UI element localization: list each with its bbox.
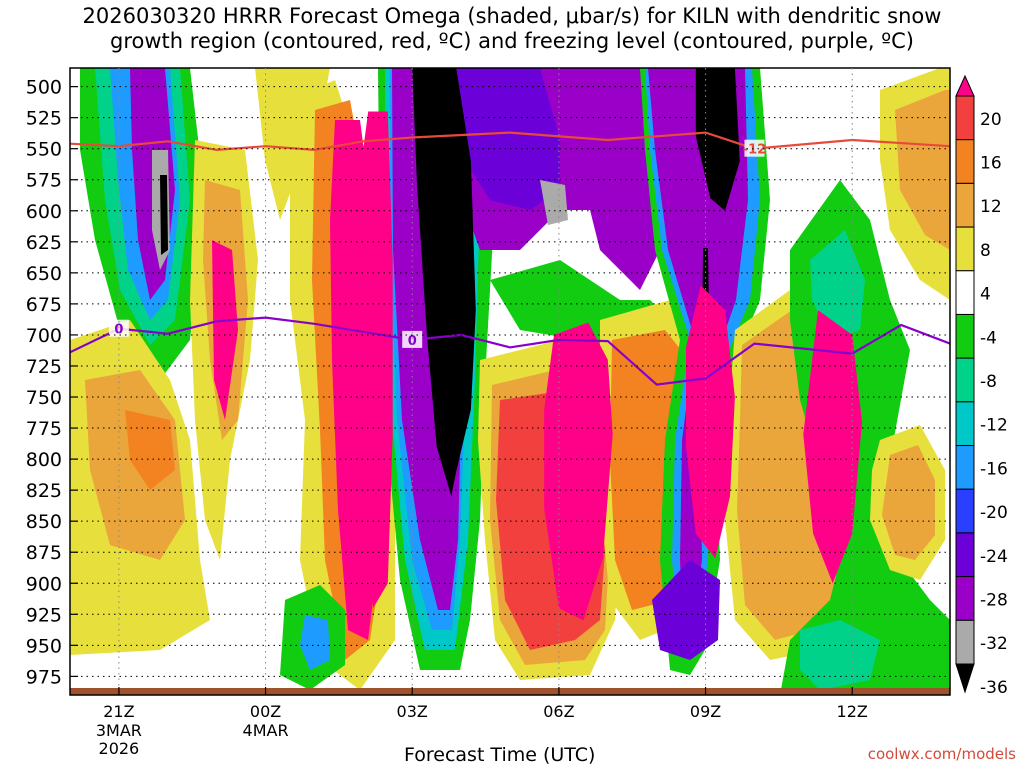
colorbar-label--8: -8: [980, 372, 997, 392]
omega-region-downdraft-core: [412, 68, 476, 497]
plot-frame: [69, 67, 951, 696]
x-tick-label-21Z: 21Z: [103, 702, 134, 721]
source-watermark: coolwx.com/models: [867, 745, 1016, 763]
y-tick-label-650: 650: [26, 263, 62, 285]
y-tick-label-525: 525: [26, 108, 62, 130]
y-tick-label-850: 850: [26, 511, 62, 533]
x-tick-label-03Z: 03Z: [397, 702, 428, 721]
y-tick-label-775: 775: [26, 418, 62, 440]
freezing-level-contour: [70, 316, 950, 386]
freezing-level-contour-label-bg: [108, 319, 129, 337]
colorbar-label--16: -16: [980, 459, 1008, 479]
x-tick-sublabel-3MAR: 3MAR: [96, 721, 142, 740]
colorbar-label--32: -32: [980, 634, 1008, 654]
colorbar-bin-9: [955, 488, 975, 534]
x-tick-label-12Z: 12Z: [837, 702, 868, 721]
y-tick-label-575: 575: [26, 170, 62, 192]
magenta-band-2: [212, 240, 238, 420]
chart-title-line-1: 2026030320 HRRR Forecast Omega (shaded, …: [82, 4, 942, 28]
freezing-level-contour-label: 0: [114, 323, 123, 338]
colorbar-label--20: -20: [980, 503, 1008, 523]
colorbar-label-4: 4: [980, 285, 991, 305]
y-tick-label-750: 750: [26, 387, 62, 409]
y-tick-label-550: 550: [26, 139, 62, 161]
red-lobe-left: [125, 410, 175, 490]
x-tick-label-09Z: 09Z: [690, 702, 721, 721]
y-tick-label-600: 600: [26, 201, 62, 223]
gray-upper-right: [540, 180, 568, 225]
colorbar-bottom-arrow: [955, 663, 975, 694]
ground-strip: [70, 688, 950, 695]
x-tick-label-06Z: 06Z: [543, 702, 574, 721]
freezing-level-contour-label: 0: [408, 334, 417, 349]
purple-low-right: [652, 560, 720, 660]
colorbar-bin-1: [955, 139, 975, 184]
y-tick-label-800: 800: [26, 449, 62, 471]
omega-region-downdraft-core-2: [695, 68, 740, 211]
y-tick-label-700: 700: [26, 325, 62, 347]
colorbar-bin-6: [955, 357, 975, 403]
x-tick-label-00Z: 00Z: [250, 702, 281, 721]
y-tick-label-950: 950: [26, 635, 62, 657]
y-tick-label-625: 625: [26, 232, 62, 254]
x-axis-title: Forecast Time (UTC): [404, 744, 596, 766]
colorbar-label--4: -4: [980, 328, 997, 348]
y-tick-label-900: 900: [26, 573, 62, 595]
colorbar-label--28: -28: [980, 590, 1008, 610]
orange-corner-top-right: [895, 90, 950, 250]
colorbar-bin-8: [955, 445, 975, 490]
y-tick-label-925: 925: [26, 604, 62, 626]
omega-region-updraft-core-1: [544, 322, 613, 621]
colorbar-bin-10: [955, 532, 975, 578]
colorbar-label-8: 8: [980, 241, 991, 261]
black-core-left: [160, 175, 168, 255]
colorbar-label-12: 12: [980, 197, 1002, 217]
colorbar-label--12: -12: [980, 416, 1008, 436]
colorbar-bin-3: [955, 226, 975, 272]
y-tick-label-875: 875: [26, 542, 62, 564]
colorbar-bin-2: [955, 182, 975, 228]
y-tick-label-500: 500: [26, 77, 62, 99]
x-tick-sublabel-4MAR: 4MAR: [243, 721, 289, 740]
colorbar-label-16: 16: [980, 154, 1002, 174]
colorbar-bin-4: [955, 270, 975, 315]
snow-growth-contour-label: -12: [743, 143, 767, 158]
blue-blob-low: [300, 615, 330, 670]
y-tick-label-975: 975: [26, 666, 62, 688]
omega-region-updraft-core-3: [803, 310, 862, 584]
colorbar-bin-0: [955, 95, 975, 141]
x-tick-sublabel-2026: 2026: [99, 739, 140, 758]
teal-low-far-right: [800, 620, 880, 690]
y-tick-label-675: 675: [26, 294, 62, 316]
teal-region-far-right: [810, 230, 865, 340]
colorbar-label--36: -36: [980, 678, 1008, 698]
colorbar-label-20: 20: [980, 110, 1002, 130]
colorbar-bin-11: [955, 576, 975, 621]
snow-growth-contour-label-bg: [744, 139, 765, 157]
colorbar-label--24: -24: [980, 547, 1008, 567]
colorbar-top-arrow: [955, 74, 975, 97]
colorbar-bin-5: [955, 313, 975, 359]
omega-region-updraft-column: [358, 111, 393, 609]
y-tick-label-725: 725: [26, 356, 62, 378]
orange-blob-far-right: [882, 445, 935, 560]
y-tick-label-825: 825: [26, 480, 62, 502]
colorbar-bin-12: [955, 619, 975, 665]
colorbar-bin-7: [955, 401, 975, 447]
chart-title-line-2: growth region (contoured, red, ºC) and f…: [110, 29, 914, 53]
chart-title: 2026030320 HRRR Forecast Omega (shaded, …: [0, 4, 1024, 54]
violet-upper-right: [450, 68, 560, 210]
